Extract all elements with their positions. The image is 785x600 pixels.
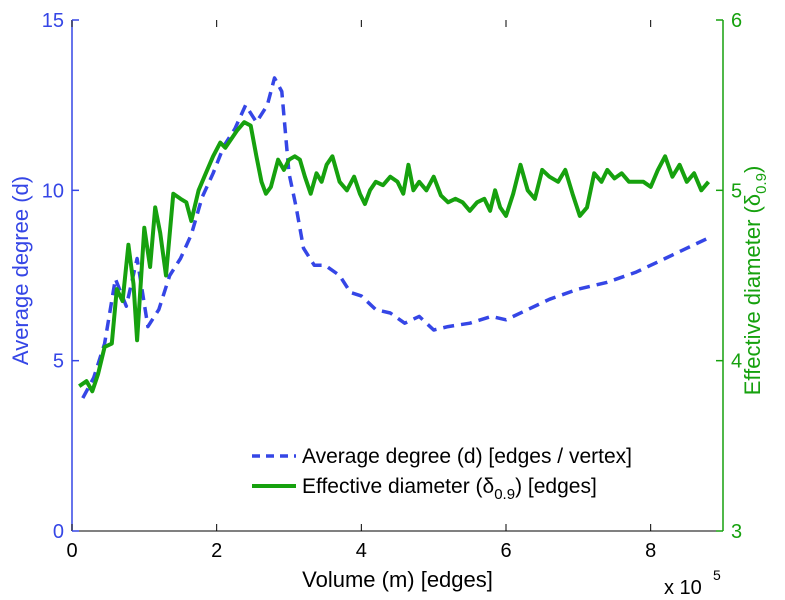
- x-tick-label: 8: [645, 540, 656, 562]
- x-axis-multiplier-exponent: 5: [713, 567, 721, 583]
- y-left-tick-label: 15: [42, 10, 64, 32]
- axes: 0 2 4 6 8 0 5 10 15 3 4 5 6 Volume (m) [edges] x 10 5 Av…: [8, 10, 770, 599]
- x-tick-label: 4: [356, 540, 367, 562]
- y-left-axis-label: Average degree (d): [8, 176, 33, 365]
- legend-label-main: Effective diameter (δ: [302, 475, 494, 498]
- y-right-tick-label: 3: [731, 521, 742, 543]
- legend-label-sub: 0.9: [494, 486, 515, 503]
- legend: Average degree (d) [edges / vertex] Effec…: [252, 445, 632, 503]
- y-right-tick-label: 6: [731, 10, 742, 32]
- legend-label-end: ) [edges]: [515, 475, 597, 498]
- y-left-tick-label: 5: [53, 351, 64, 373]
- y-right-axis-label-sub: 0.9: [753, 173, 770, 194]
- legend-label-main: Average degree (d) [edges / vertex]: [302, 445, 632, 468]
- y-right-axis-label: Effective diameter (δ0.9): [740, 166, 770, 396]
- y-right-axis-label-end: ): [740, 166, 765, 173]
- x-tick-label: 2: [211, 540, 222, 562]
- legend-label-average-degree: Average degree (d) [edges / vertex]: [302, 445, 632, 468]
- y-left-tick-label: 10: [42, 180, 64, 202]
- x-axis-multiplier: x 10: [664, 577, 702, 599]
- y-right-tick-label: 4: [731, 351, 742, 373]
- x-axis-label: Volume (m) [edges]: [302, 567, 493, 592]
- series-layer: [78, 76, 711, 399]
- series-line-average-degree: [81, 76, 710, 399]
- legend-label-effective-diameter: Effective diameter (δ0.9) [edges]: [302, 475, 597, 503]
- y-left-tick-label: 0: [53, 521, 64, 543]
- series-line-effective-diameter: [78, 120, 711, 394]
- x-tick-label: 6: [500, 540, 511, 562]
- y-right-tick-label: 5: [731, 180, 742, 202]
- y-right-axis-label-main: Effective diameter (δ: [740, 194, 765, 395]
- x-tick-label: 0: [66, 540, 77, 562]
